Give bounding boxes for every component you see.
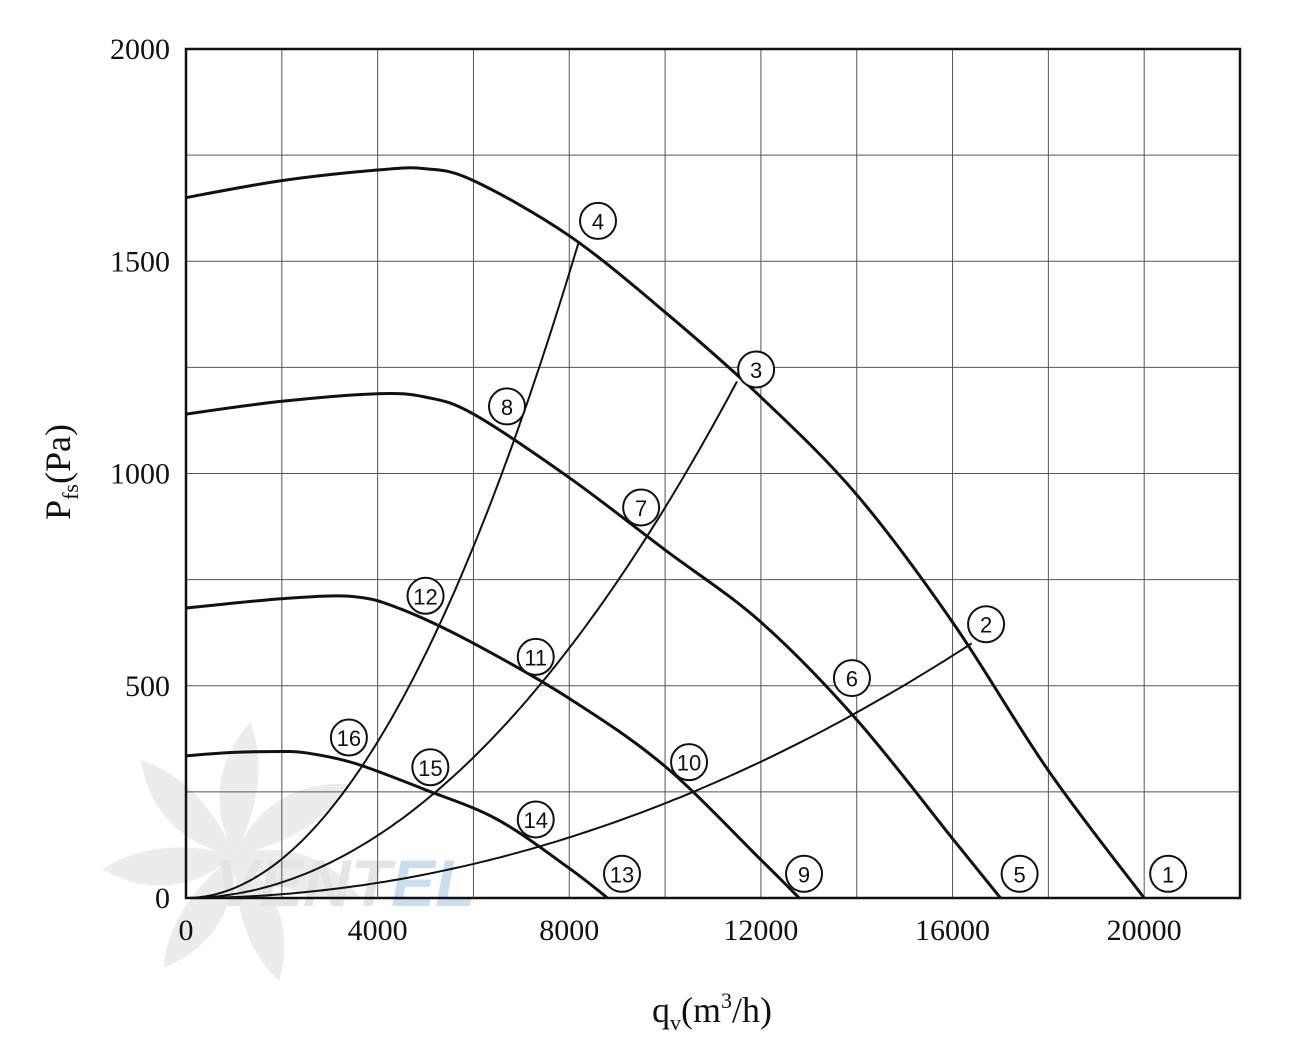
- point-marker-circle: [967, 605, 1006, 644]
- point-marker-label: 8: [501, 395, 513, 420]
- watermark: VENTEL: [102, 722, 475, 981]
- x-axis-title-unit-close: /h): [732, 990, 772, 1030]
- point-marker: 2: [967, 605, 1006, 644]
- watermark-fan-blade: [235, 849, 361, 901]
- point-marker-label: 15: [418, 756, 442, 781]
- point-marker: 11: [516, 637, 555, 676]
- point-marker-label: 13: [610, 862, 634, 887]
- performance-curve: [185, 166, 1146, 899]
- point-marker: 3: [737, 350, 776, 389]
- point-marker: 13: [602, 854, 641, 893]
- x-tick-label: 0: [179, 914, 194, 947]
- point-marker-label: 7: [635, 496, 647, 521]
- x-axis-title-base: q: [652, 990, 670, 1030]
- x-tick-label: 12000: [723, 914, 798, 947]
- point-marker-circle: [411, 748, 450, 787]
- system-curve: [185, 241, 580, 899]
- watermark-text: VENTEL: [215, 846, 475, 920]
- point-marker-label: 10: [677, 751, 701, 776]
- system-curve: [185, 381, 738, 899]
- point-marker-circle: [670, 743, 709, 782]
- watermark-fan-blade: [235, 783, 348, 855]
- watermark-fan-blade: [140, 760, 235, 855]
- point-marker-label: 6: [846, 667, 858, 692]
- point-marker: 16: [329, 718, 368, 757]
- point-marker: 8: [487, 387, 526, 426]
- point-marker-label: 5: [1013, 862, 1025, 887]
- watermark-fan-blade: [219, 722, 259, 855]
- point-marker-circle: [622, 488, 661, 527]
- point-marker: 12: [406, 576, 445, 615]
- y-axis-title-subscript: fs: [58, 484, 83, 500]
- point-marker-label: 12: [413, 584, 437, 609]
- y-tick-label: 1000: [110, 458, 170, 491]
- point-marker-circle: [516, 800, 555, 839]
- point-marker-circle: [487, 387, 526, 426]
- y-axis-title-base: P: [38, 500, 78, 520]
- point-marker-circle: [737, 350, 776, 389]
- plot-frame: [184, 47, 1242, 900]
- point-marker: 9: [785, 854, 824, 893]
- performance-curves: [185, 166, 1146, 900]
- point-marker: 1: [1149, 854, 1188, 893]
- point-marker: 10: [670, 743, 709, 782]
- y-tick-label: 0: [155, 882, 170, 915]
- y-tick-label: 1500: [110, 245, 170, 278]
- x-tick-label: 20000: [1107, 914, 1182, 947]
- point-marker-label: 9: [798, 862, 810, 887]
- point-marker-circle: [406, 576, 445, 615]
- x-tick-label: 8000: [539, 914, 599, 947]
- point-marker: 15: [411, 748, 450, 787]
- axis-ticks: 0 4000 8000 12000 16000 20000 0 500 1000 1500 2000: [110, 33, 1182, 947]
- point-marker-circle: [832, 659, 871, 698]
- y-tick-label: 2000: [110, 33, 170, 66]
- point-marker-label: 14: [523, 808, 547, 833]
- watermark-fan-blade: [102, 847, 235, 886]
- point-marker: 5: [1000, 854, 1039, 893]
- point-marker-circle: [329, 718, 368, 757]
- x-axis-title-superscript: 3: [721, 988, 732, 1013]
- point-marker-label: 1: [1162, 862, 1174, 887]
- point-marker-circle: [785, 854, 824, 893]
- x-axis-title-unit-open: (m: [681, 990, 721, 1030]
- performance-curve: [185, 594, 801, 900]
- watermark-text-main: VENT: [215, 846, 396, 920]
- point-marker-circle: [1000, 854, 1039, 893]
- point-marker-label: 16: [337, 726, 361, 751]
- point-marker-circle: [516, 637, 555, 676]
- grid: [186, 49, 1240, 898]
- watermark-fan-blade: [163, 855, 236, 968]
- point-marker-circle: [1149, 854, 1188, 893]
- watermark-text-accent: EL: [391, 846, 475, 920]
- point-marker-circle: [602, 854, 641, 893]
- y-axis-title: Pfs(Pa): [38, 424, 83, 520]
- point-marker-label: 4: [592, 209, 604, 234]
- y-tick-label: 500: [125, 670, 170, 703]
- performance-curve: [185, 749, 609, 900]
- x-axis-title: qv(m3/h): [652, 988, 772, 1035]
- y-axis-title-unit: (Pa): [38, 424, 78, 484]
- point-marker: 6: [832, 659, 871, 698]
- point-marker-label: 11: [524, 645, 547, 670]
- point-marker-circle: [579, 201, 618, 240]
- point-marker: 14: [516, 800, 555, 839]
- x-axis-title-subscript: v: [670, 1010, 681, 1035]
- system-curves: [185, 241, 973, 899]
- performance-curve: [185, 391, 1002, 899]
- point-marker: 4: [579, 201, 618, 240]
- watermark-fan-blade: [234, 855, 285, 981]
- x-tick-label: 4000: [348, 914, 408, 947]
- point-marker: 7: [622, 488, 661, 527]
- point-marker-label: 3: [750, 358, 762, 383]
- system-curve: [185, 642, 973, 899]
- point-marker-label: 2: [980, 613, 992, 638]
- x-tick-label: 16000: [915, 914, 990, 947]
